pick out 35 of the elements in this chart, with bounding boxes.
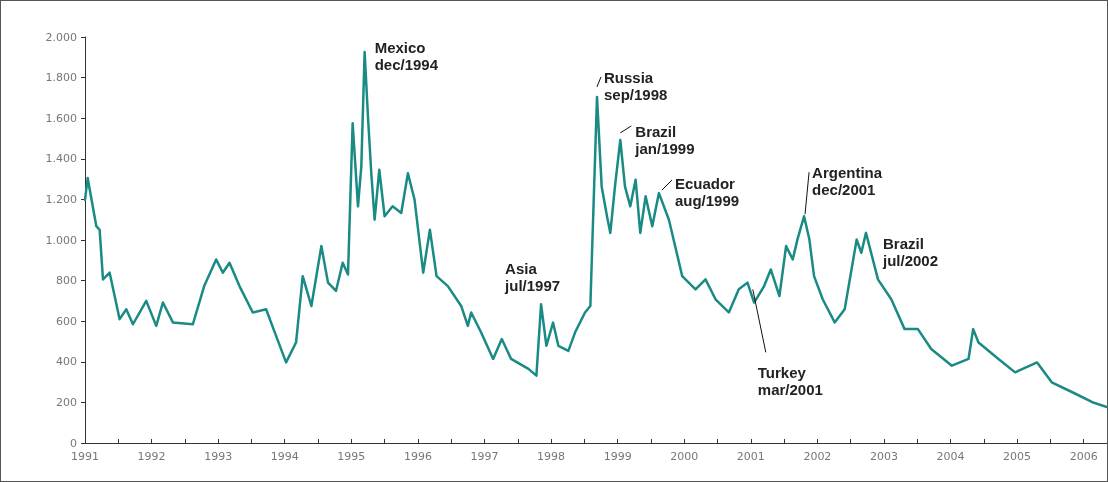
annotation: Asia jul/1997 [504, 260, 561, 295]
y-tick-label: 0 [70, 436, 77, 450]
x-tick-label: 1996 [403, 450, 432, 463]
x-tick-label: 1998 [537, 450, 566, 463]
x-tick-label: 1995 [337, 450, 366, 463]
x-tick-label: 2006 [1069, 450, 1098, 463]
annotation: Ecuador aug/1999 [674, 175, 740, 210]
x-tick-label: 2005 [1003, 450, 1032, 463]
x-tick-label: 1991 [71, 450, 99, 463]
y-tick-label: 600 [56, 314, 77, 328]
x-tick-label: 2000 [670, 450, 699, 463]
x-tick-label: 1992 [137, 450, 166, 463]
x-tick-label: 1999 [603, 450, 632, 463]
x-tick-label: 2002 [803, 450, 832, 463]
y-tick-label: 1.400 [45, 152, 77, 166]
y-tick-label: 1.600 [45, 111, 77, 125]
x-tick-label: 2004 [936, 450, 965, 463]
y-tick-label: 2.000 [45, 30, 77, 44]
y-tick-label: 800 [56, 274, 77, 288]
annotation: Argentina dec/2001 [812, 164, 883, 199]
x-tick-label: 2001 [736, 450, 765, 463]
annotation: Mexico dec/1994 [374, 39, 439, 74]
y-tick-label: 400 [56, 355, 77, 369]
x-tick-label: 1997 [470, 450, 499, 463]
y-tick-label: 1.000 [45, 233, 77, 247]
x-tick-label: 2003 [869, 450, 898, 463]
y-tick-label: 1.800 [45, 71, 77, 85]
annotation: Russia sep/1998 [604, 68, 668, 103]
annotation: Brazil jul/2002 [881, 234, 939, 269]
y-tick-label: 1.200 [45, 192, 77, 206]
x-tick-label: 1993 [204, 450, 233, 463]
annotation: Turkey mar/2001 [757, 364, 823, 399]
y-tick-label: 200 [56, 395, 77, 409]
x-tick-label: 1994 [270, 450, 299, 463]
annotation: Brazil jan/1999 [634, 122, 695, 157]
